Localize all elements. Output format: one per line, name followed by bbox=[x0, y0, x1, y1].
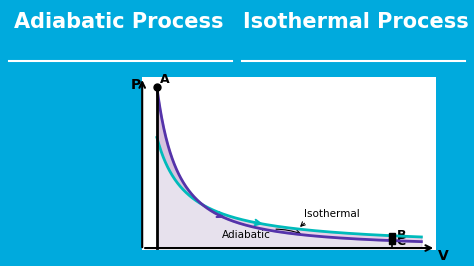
Text: C: C bbox=[396, 235, 406, 247]
Text: Isothermal Process: Isothermal Process bbox=[243, 12, 468, 32]
Text: Isothermal: Isothermal bbox=[301, 209, 360, 226]
Text: V: V bbox=[438, 250, 448, 263]
Text: P: P bbox=[130, 78, 141, 92]
Text: B: B bbox=[396, 229, 406, 242]
Text: Adiabatic Process: Adiabatic Process bbox=[14, 12, 223, 32]
Text: A: A bbox=[160, 73, 170, 86]
Text: Adiabatic: Adiabatic bbox=[221, 229, 300, 240]
